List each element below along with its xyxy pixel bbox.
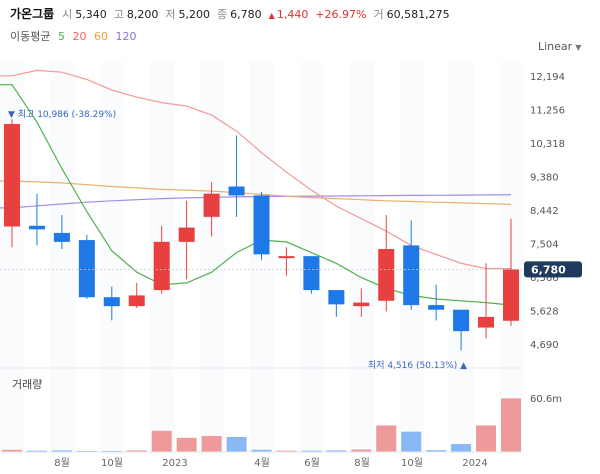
low-label: 저 — [165, 8, 176, 21]
ma20-label: 20 — [72, 30, 87, 43]
close-label: 종 — [217, 8, 228, 21]
y-tick-label: 7,504 — [530, 240, 559, 251]
up-triangle-icon: ▲ — [268, 11, 275, 20]
ma5-line — [0, 84, 512, 306]
volume-bar — [326, 450, 347, 452]
candle-body — [103, 297, 120, 307]
ma60-label: 60 — [93, 30, 108, 43]
volume-bar — [276, 450, 297, 452]
y-tick-label: 6,566 — [530, 273, 559, 284]
candle-body — [328, 290, 345, 305]
y-tick-label: 11,256 — [530, 106, 565, 117]
volume-bar — [351, 449, 372, 452]
ma120-line — [0, 194, 512, 209]
volume-bar — [376, 425, 397, 452]
scale-label: Linear — [538, 40, 573, 53]
ma5-label: 5 — [57, 30, 65, 43]
current-price-value: 6,780 — [531, 263, 566, 276]
candle-body — [403, 245, 420, 306]
volume-value: 60,581,275 — [386, 8, 450, 21]
candle-body — [153, 241, 170, 291]
ma120-label: 120 — [115, 30, 137, 43]
volume-bar — [176, 437, 197, 452]
x-tick-label: 2023 — [162, 458, 187, 469]
volume-bar — [51, 450, 72, 452]
volume-label: 거 — [373, 8, 384, 21]
candle-body — [228, 186, 245, 196]
ma-legend-title: 이동평균 — [10, 30, 51, 43]
min-price-label: 최저 4,516 (50.13%) ▲ — [368, 360, 467, 371]
volume-bar — [451, 444, 472, 452]
ma20-line — [0, 69, 511, 270]
change-value: 1,440 — [276, 8, 309, 21]
candle-body — [303, 256, 320, 291]
x-tick-label: 6월 — [304, 457, 320, 469]
x-tick-label: 8월 — [354, 457, 370, 469]
candle-body — [503, 269, 519, 321]
current-price-badge — [524, 261, 582, 278]
candle-body — [278, 256, 295, 259]
volume-bar — [26, 450, 47, 452]
candle-body — [203, 193, 220, 217]
volume-max-tick: 60.6m — [530, 394, 562, 405]
x-tick-label: 8월 — [54, 457, 70, 469]
candle-body — [428, 305, 445, 310]
volume-bar — [251, 449, 272, 452]
scale-toggle[interactable]: Linear ▼ — [538, 40, 581, 53]
volume-bar — [401, 431, 422, 452]
x-tick-label: 10월 — [401, 457, 423, 469]
high-label: 고 — [113, 8, 124, 21]
y-tick-label: 9,380 — [530, 173, 559, 184]
candle-body — [378, 249, 395, 301]
x-tick-label: 10월 — [101, 457, 123, 469]
change-pct: +26.97% — [315, 8, 367, 21]
grid-band — [49, 62, 75, 454]
stock-name: 가온그룹 — [10, 7, 55, 21]
x-tick-label: 4월 — [254, 457, 270, 469]
candle-body — [453, 309, 470, 332]
y-tick-label: 5,628 — [530, 307, 559, 318]
close-value: 6,780 — [230, 8, 262, 21]
volume-bar — [2, 449, 22, 452]
candle-body — [478, 316, 495, 328]
volume-bar — [126, 450, 147, 452]
y-tick-label: 10,318 — [530, 139, 565, 150]
y-tick-label: 8,442 — [530, 206, 559, 217]
volume-bar — [151, 430, 172, 452]
grid-band — [449, 62, 475, 454]
grid-band — [349, 62, 375, 454]
volume-bar — [226, 436, 247, 452]
chevron-down-icon: ▼ — [575, 43, 582, 52]
volume-bar — [501, 398, 521, 452]
volume-bar — [426, 450, 447, 452]
open-label: 시 — [62, 8, 73, 21]
volume-title: 거래량 — [12, 378, 43, 391]
candle-body — [178, 227, 195, 242]
open-value: 5,340 — [75, 8, 107, 21]
moving-average-legend[interactable]: 이동평균 5 20 60 120 — [10, 28, 140, 44]
x-tick-label: 2024 — [462, 458, 487, 469]
ma60-line — [0, 180, 512, 205]
volume-bar — [101, 450, 122, 452]
low-value: 5,200 — [178, 8, 211, 21]
volume-bar — [201, 436, 222, 452]
high-value: 8,200 — [126, 8, 159, 21]
candle-body — [353, 302, 370, 307]
candle-body — [253, 195, 270, 255]
candle-body — [28, 225, 45, 230]
volume-bar — [476, 425, 497, 452]
grid-band — [199, 62, 225, 454]
volume-bar — [301, 450, 322, 452]
y-tick-label: 12,194 — [530, 72, 565, 83]
max-price-label: ▼ 최고 10,986 (-38.29%) — [8, 109, 116, 120]
candle-body — [4, 124, 20, 227]
volume-bar — [76, 450, 97, 452]
candle-body — [78, 240, 95, 298]
y-tick-label: 4,690 — [530, 340, 559, 351]
quote-header: 가온그룹 시 5,340 고 8,200 저 5,200 종 6,780 ▲ 1,440 +… — [10, 5, 457, 23]
candle-body — [53, 232, 70, 242]
candle-body — [128, 295, 145, 307]
